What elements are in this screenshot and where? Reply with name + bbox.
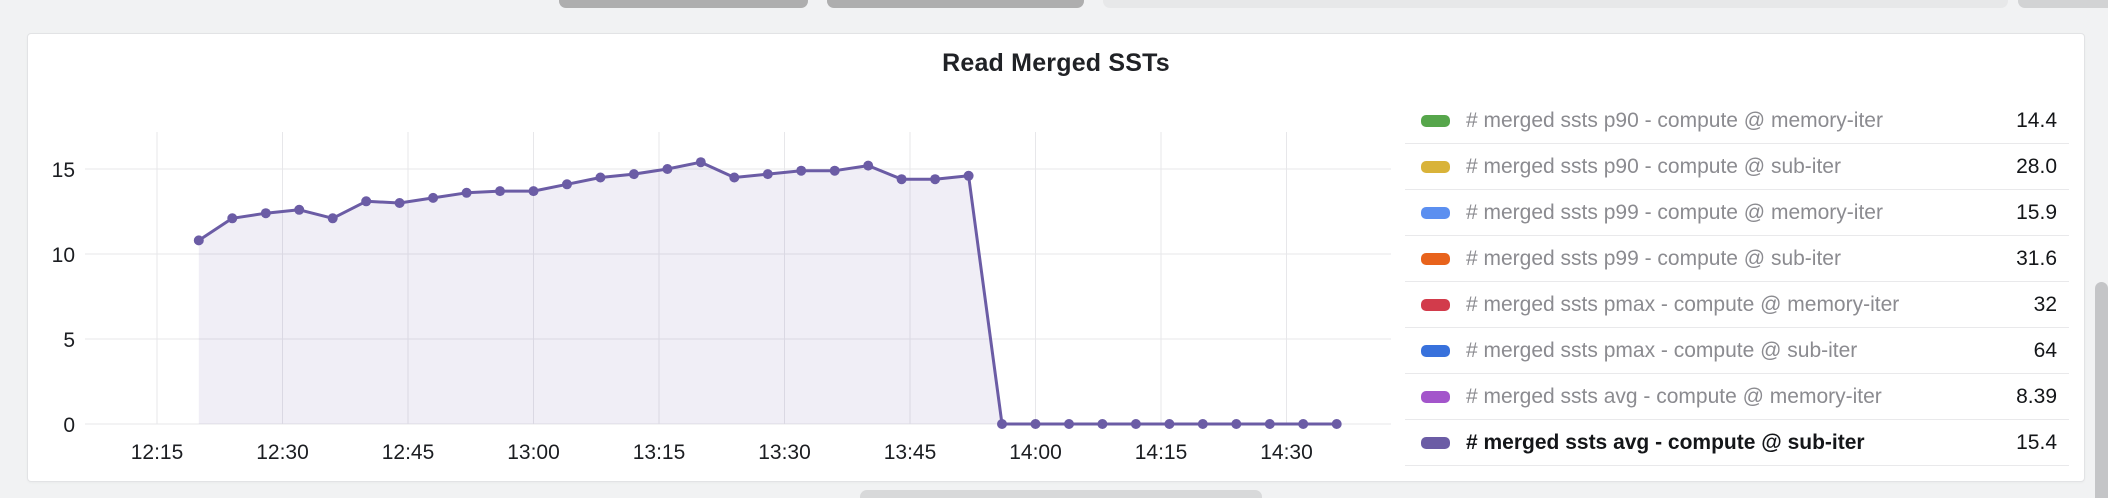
legend-row[interactable]: # merged ssts pmax - compute @ sub-iter 6… [1405, 328, 2069, 374]
legend-series-label: # merged ssts pmax - compute @ memory-it… [1466, 292, 1900, 316]
legend-series-label: # merged ssts p90 - compute @ memory-ite… [1466, 108, 1883, 132]
legend-series-label: # merged ssts p99 - compute @ memory-ite… [1466, 200, 1883, 224]
legend-series-value: 28.0 [2016, 154, 2057, 178]
svg-text:13:00: 13:00 [507, 441, 560, 464]
series-points [193, 157, 1342, 429]
x-axis-labels: 12:15 12:30 12:45 13:00 13:15 13:30 13:45 14:00… [131, 441, 1313, 464]
legend-series-value: 8.39 [2016, 384, 2057, 408]
svg-text:14:00: 14:00 [1009, 441, 1062, 464]
legend-row[interactable]: # merged ssts pmax - compute @ memory-it… [1405, 282, 2069, 328]
panel-read-merged-ssts: Read Merged SSTs 0 5 10 15 12:15 12:30 12:45 13… [27, 33, 2085, 482]
cutoff-button-bottom[interactable] [860, 490, 1262, 498]
svg-text:12:45: 12:45 [382, 441, 435, 464]
svg-text:13:45: 13:45 [884, 441, 937, 464]
series-color-swatch-icon [1421, 114, 1450, 127]
y-axis-labels: 0 5 10 15 [52, 159, 75, 437]
legend-row[interactable]: # merged ssts avg - compute @ memory-ite… [1405, 374, 2069, 420]
time-series-chart[interactable]: 0 5 10 15 12:15 12:30 12:45 13:00 13:15 13:30 13:4… [28, 34, 1448, 481]
svg-text:14:30: 14:30 [1260, 441, 1313, 464]
legend-row[interactable]: # merged ssts p90 - compute @ sub-iter 28… [1405, 144, 2069, 190]
legend-series-value: 14.4 [2016, 108, 2057, 132]
svg-text:0: 0 [63, 414, 75, 437]
legend-row[interactable]: # merged ssts p99 - compute @ sub-iter 31… [1405, 236, 2069, 282]
legend-series-label: # merged ssts pmax - compute @ sub-iter [1466, 338, 1858, 362]
series-area-fill [198, 162, 1337, 424]
series-color-swatch-icon [1421, 298, 1450, 311]
svg-text:12:30: 12:30 [256, 441, 309, 464]
legend-series-value: 15.9 [2016, 200, 2057, 224]
legend-series-label: # merged ssts avg - compute @ sub-iter [1466, 430, 1865, 454]
legend-series-value: 64 [2033, 338, 2057, 362]
legend-series-label: # merged ssts p99 - compute @ sub-iter [1466, 246, 1841, 270]
legend-row[interactable]: # merged ssts avg - compute @ sub-iter 15… [1405, 420, 2069, 466]
series-color-swatch-icon [1421, 436, 1450, 449]
svg-text:15: 15 [52, 159, 75, 182]
legend-table: # merged ssts p90 - compute @ memory-ite… [1405, 98, 2069, 466]
legend-series-label: # merged ssts p90 - compute @ sub-iter [1466, 154, 1841, 178]
panel-title[interactable]: Read Merged SSTs [942, 49, 1170, 77]
series-color-swatch-icon [1421, 206, 1450, 219]
series-color-swatch-icon [1421, 160, 1450, 173]
series-color-swatch-icon [1421, 390, 1450, 403]
cutoff-bar-top-wide[interactable] [1103, 0, 2008, 8]
svg-text:13:15: 13:15 [633, 441, 686, 464]
svg-text:10: 10 [52, 244, 75, 267]
legend-row[interactable]: # merged ssts p90 - compute @ memory-ite… [1405, 98, 2069, 144]
svg-text:13:30: 13:30 [758, 441, 811, 464]
grid-lines [85, 132, 1391, 425]
series-color-swatch-icon [1421, 344, 1450, 357]
legend-row[interactable]: # merged ssts p99 - compute @ memory-ite… [1405, 190, 2069, 236]
svg-text:12:15: 12:15 [131, 441, 184, 464]
page-scrollbar-thumb[interactable] [2095, 282, 2108, 498]
legend-series-label: # merged ssts avg - compute @ memory-ite… [1466, 384, 1882, 408]
cutoff-button-top-left[interactable] [559, 0, 808, 8]
legend-series-value: 31.6 [2016, 246, 2057, 270]
legend-series-value: 32 [2033, 292, 2057, 316]
cutoff-button-top-center[interactable] [827, 0, 1084, 8]
legend-series-value: 15.4 [2016, 430, 2057, 454]
cutoff-button-top-right[interactable] [2018, 0, 2108, 8]
series-color-swatch-icon [1421, 252, 1450, 265]
svg-text:14:15: 14:15 [1135, 441, 1188, 464]
svg-text:5: 5 [63, 329, 75, 352]
